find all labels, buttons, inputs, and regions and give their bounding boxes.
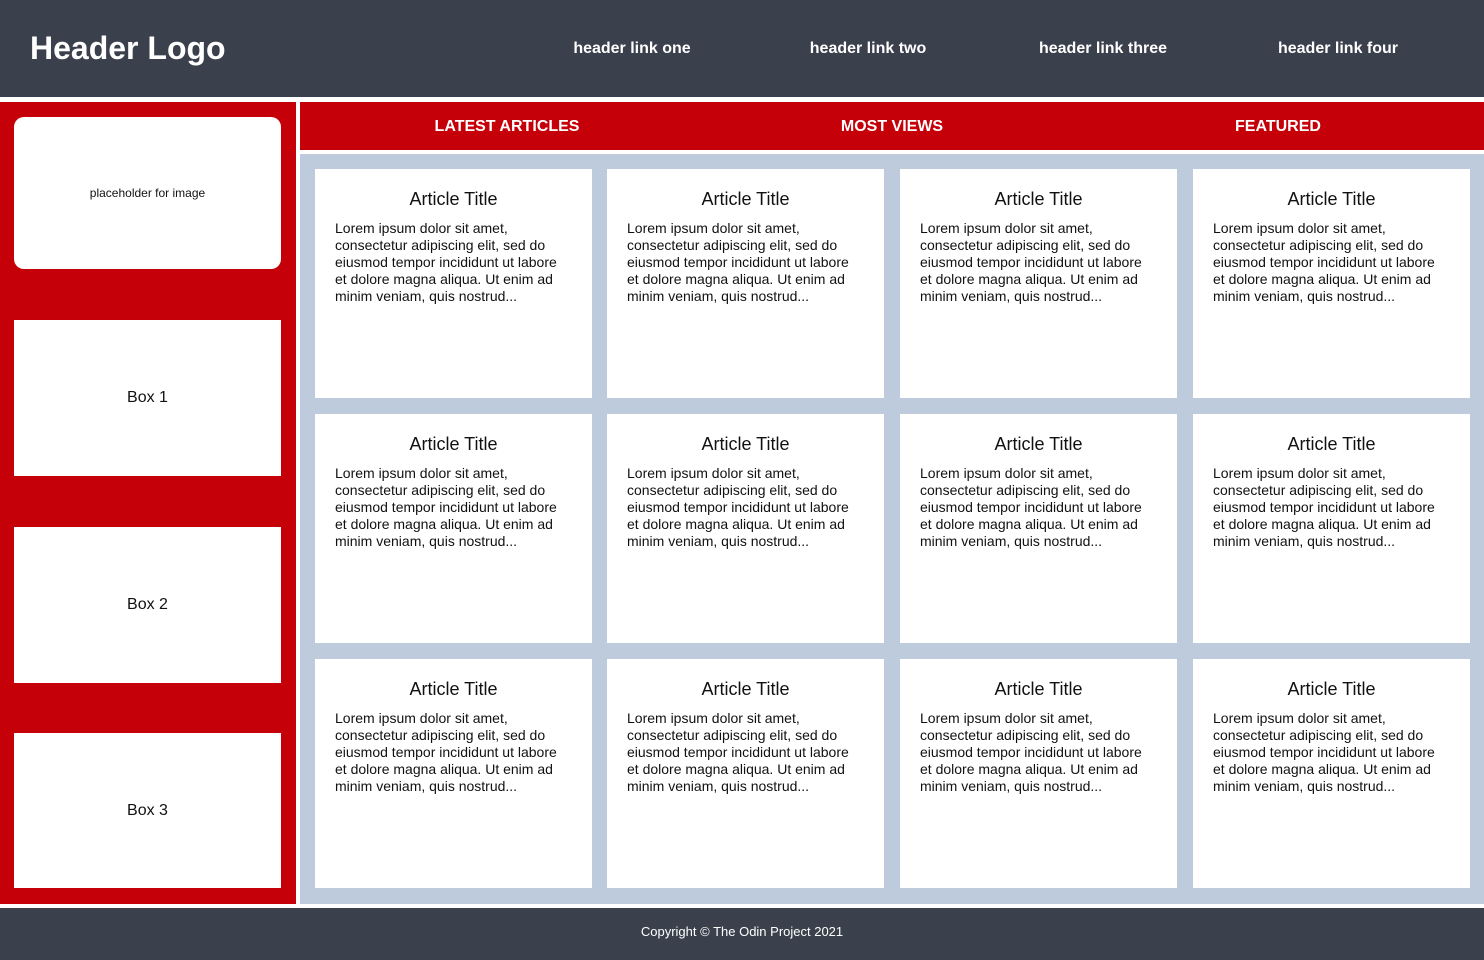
article-card[interactable]: Article Title Lorem ipsum dolor sit amet,… [1193,659,1470,888]
article-body: Lorem ipsum dolor sit amet, consectetur … [335,220,557,304]
tab-featured[interactable]: FEATURED [1235,118,1321,135]
header-link-one[interactable]: header link one [573,40,691,57]
article-title: Article Title [409,189,498,209]
article-card[interactable]: Article Title Lorem ipsum dolor sit amet,… [315,659,592,888]
article-body: Lorem ipsum dolor sit amet, consectetur … [1213,710,1435,794]
article-title: Article Title [994,434,1083,454]
article-card[interactable]: Article Title Lorem ipsum dolor sit amet,… [315,169,592,398]
article-card[interactable]: Article Title Lorem ipsum dolor sit amet,… [1193,414,1470,643]
article-title: Article Title [1287,189,1376,209]
article-body: Lorem ipsum dolor sit amet, consectetur … [335,465,557,549]
article-title: Article Title [701,434,790,454]
site-header: Header Logo header link one header link … [0,0,1484,97]
sidebar-box-1: Box 1 [14,320,281,476]
header-link-three[interactable]: header link three [1038,40,1168,57]
article-title: Article Title [409,434,498,454]
article-card[interactable]: Article Title Lorem ipsum dolor sit amet,… [607,169,884,398]
article-title: Article Title [701,189,790,209]
header-link-four[interactable]: header link four [1277,40,1399,57]
article-card[interactable]: Article Title Lorem ipsum dolor sit amet,… [315,414,592,643]
article-grid: Article Title Lorem ipsum dolor sit amet,… [300,154,1484,904]
sidebar: placeholder for image Box 1 Box 2 Box 3 [0,102,296,904]
article-body: Lorem ipsum dolor sit amet, consectetur … [920,710,1142,794]
article-card[interactable]: Article Title Lorem ipsum dolor sit amet,… [900,414,1177,643]
article-title: Article Title [1287,679,1376,699]
article-title: Article Title [701,679,790,699]
article-card[interactable]: Article Title Lorem ipsum dolor sit amet,… [900,169,1177,398]
article-body: Lorem ipsum dolor sit amet, consectetur … [627,710,849,794]
header-logo[interactable]: Header Logo [30,30,226,66]
article-title: Article Title [409,679,498,699]
article-card[interactable]: Article Title Lorem ipsum dolor sit amet,… [900,659,1177,888]
article-title: Article Title [994,189,1083,209]
article-card[interactable]: Article Title Lorem ipsum dolor sit amet,… [607,659,884,888]
tab-most-views[interactable]: MOST VIEWS [840,118,944,135]
article-body: Lorem ipsum dolor sit amet, consectetur … [627,465,849,549]
header-link-two[interactable]: header link two [809,40,927,57]
article-body: Lorem ipsum dolor sit amet, consectetur … [920,220,1142,304]
article-body: Lorem ipsum dolor sit amet, consectetur … [920,465,1142,549]
article-body: Lorem ipsum dolor sit amet, consectetur … [335,710,557,794]
copyright-text: Copyright © The Odin Project 2021 [640,924,844,939]
article-card[interactable]: Article Title Lorem ipsum dolor sit amet,… [607,414,884,643]
site-footer: Copyright © The Odin Project 2021 [0,908,1484,960]
article-body: Lorem ipsum dolor sit amet, consectetur … [1213,465,1435,549]
article-title: Article Title [994,679,1083,699]
article-body: Lorem ipsum dolor sit amet, consectetur … [1213,220,1435,304]
article-card[interactable]: Article Title Lorem ipsum dolor sit amet,… [1193,169,1470,398]
tab-bar: LATEST ARTICLES MOST VIEWS FEATURED [300,102,1484,150]
tab-latest-articles[interactable]: LATEST ARTICLES [434,118,580,135]
sidebar-box-3: Box 3 [14,733,281,888]
image-placeholder: placeholder for image [14,117,281,269]
sidebar-box-2: Box 2 [14,527,281,683]
article-title: Article Title [1287,434,1376,454]
article-body: Lorem ipsum dolor sit amet, consectetur … [627,220,849,304]
